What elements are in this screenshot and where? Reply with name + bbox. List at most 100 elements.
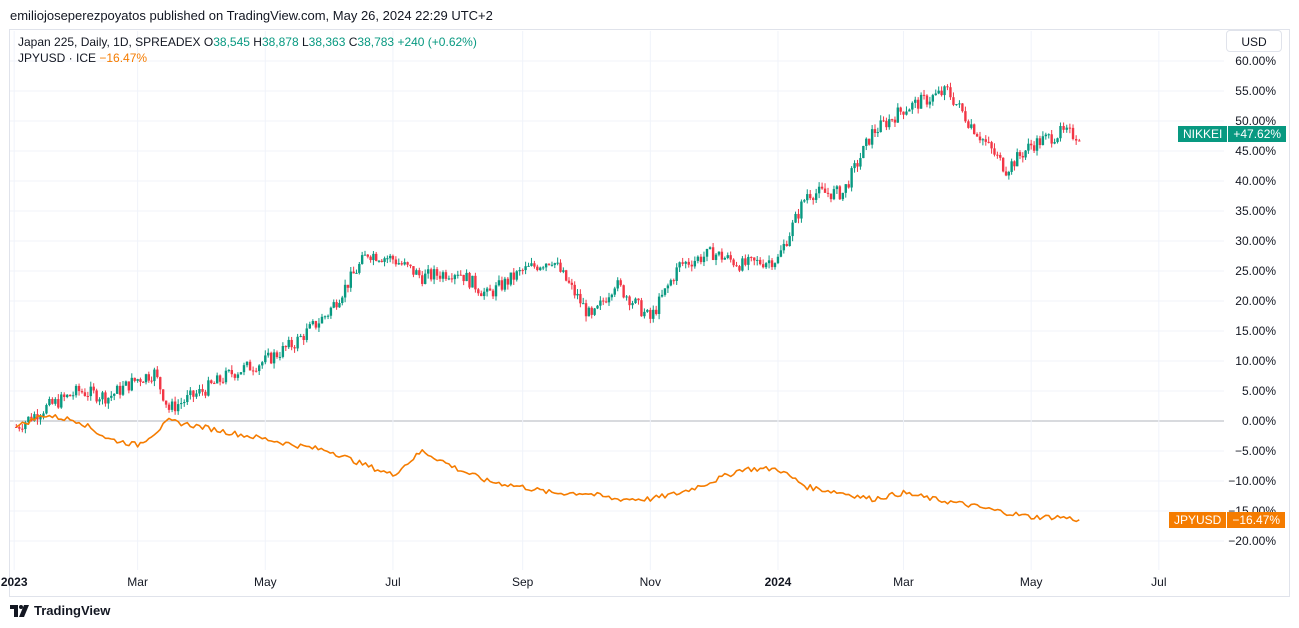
nikkei-candle (192, 390, 195, 403)
candle-body (622, 285, 625, 298)
candle-body (57, 399, 60, 408)
main-symbol-name: Japan 225, Daily, 1D, SPREADEX (18, 35, 201, 49)
candle-body (415, 270, 418, 275)
nikkei-candle (83, 388, 87, 397)
candle-body (68, 394, 72, 397)
candle-body (788, 236, 791, 246)
nikkei-candle (239, 372, 243, 375)
high-label: H (253, 35, 262, 49)
candle-body (332, 302, 335, 308)
nikkei-candle (562, 267, 565, 274)
nikkei-candle (643, 308, 646, 319)
nikkei-candle (488, 284, 492, 291)
nikkei-candle (68, 394, 72, 397)
nikkei-candle (928, 96, 932, 109)
nikkei-candle (955, 104, 958, 106)
candle-body (456, 274, 460, 276)
nikkei-candle (544, 263, 548, 272)
candle-body (432, 269, 436, 280)
candle-body (195, 393, 198, 397)
nikkei-candle (972, 123, 976, 135)
candle-body (756, 259, 759, 261)
main-symbol-row[interactable]: Japan 225, Daily, 1D, SPREADEX O38,545 H… (18, 34, 477, 50)
candle-body (338, 303, 341, 308)
nikkei-candle (352, 266, 355, 274)
candle-body (167, 404, 171, 410)
candle-body (934, 93, 937, 96)
candle-body (832, 189, 836, 200)
nikkei-candle (996, 151, 999, 159)
candle-body (480, 293, 483, 297)
candle-body (468, 272, 471, 288)
candle-body (911, 102, 914, 110)
candle-body (678, 262, 681, 268)
nikkei-candle (221, 377, 225, 384)
candle-body (192, 390, 195, 397)
nikkei-candle (888, 114, 891, 130)
candle-body (643, 311, 646, 317)
candle-body (634, 298, 637, 304)
nikkei-candle (711, 242, 715, 261)
candle-body (471, 275, 474, 288)
y-tick-label: −10.00% (1228, 474, 1276, 488)
candle-body (681, 262, 684, 264)
nikkei-candle (547, 263, 551, 266)
nikkei-candle (170, 398, 174, 413)
nikkei-candle (838, 185, 842, 201)
nikkei-candle (450, 273, 454, 283)
candle-body (536, 266, 539, 271)
candle-body (156, 369, 159, 378)
nikkei-candle (590, 306, 593, 319)
x-tick-label: Nov (640, 575, 661, 589)
nikkei-candle (183, 399, 186, 407)
x-tick-label: Mar (127, 575, 148, 589)
candle-body (619, 280, 622, 286)
candle-body (1010, 161, 1013, 172)
candle-body (133, 377, 136, 381)
nikkei-candle (678, 261, 681, 273)
candle-body (879, 120, 882, 133)
candle-body (349, 271, 352, 288)
candle-body (637, 298, 640, 301)
nikkei-candle (832, 185, 836, 201)
nikkei-candles (15, 82, 1081, 434)
candle-body (838, 186, 842, 200)
nikkei-candle (264, 350, 267, 365)
nikkei-candle (870, 125, 874, 149)
nikkei-candle (530, 257, 533, 267)
candle-body (115, 385, 119, 394)
candle-body (1074, 138, 1078, 141)
candle-body (459, 274, 462, 276)
candle-body (248, 361, 252, 371)
nikkei-candle (794, 211, 797, 223)
candle-body (732, 259, 735, 266)
currency-button[interactable]: USD (1226, 30, 1282, 52)
nikkei-candle (1004, 166, 1008, 177)
candle-body (690, 264, 693, 267)
candle-body (506, 278, 510, 285)
candle-body (1024, 150, 1027, 158)
candle-body (553, 263, 557, 265)
nikkei-candle (245, 361, 249, 368)
nikkei-candle (224, 367, 228, 385)
candle-body (63, 394, 66, 398)
candle-body (1016, 152, 1019, 167)
nikkei-candle (444, 269, 448, 281)
nikkei-candle (622, 284, 625, 299)
nikkei-candle (63, 392, 66, 402)
candle-body (441, 272, 445, 279)
nikkei-candle (207, 376, 210, 397)
nikkei-candle (993, 143, 996, 157)
candle-body (657, 296, 661, 314)
tradingview-footer[interactable]: TradingView (10, 603, 110, 618)
chart-grid (10, 31, 1224, 570)
candle-body (527, 265, 530, 267)
nikkei-candle (176, 399, 180, 415)
candle-body (403, 262, 406, 265)
candle-body (559, 262, 562, 272)
nikkei-candle (383, 256, 386, 267)
y-tick-label: 15.00% (1235, 324, 1276, 338)
compare-symbol-row[interactable]: JPYUSD · ICE −16.47% (18, 50, 477, 66)
nikkei-candle (823, 183, 827, 193)
